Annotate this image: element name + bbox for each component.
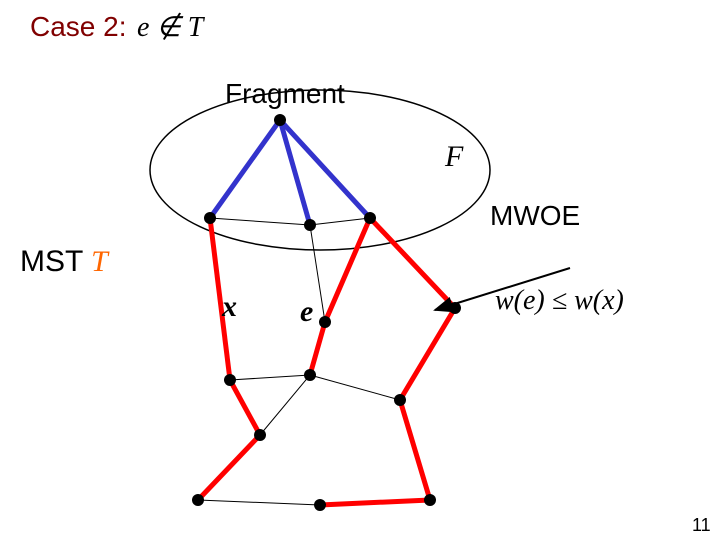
graph-node (314, 499, 326, 511)
mst-edge (320, 500, 430, 505)
graph-node (364, 212, 376, 224)
thin-edge (310, 218, 370, 225)
graph-node (192, 494, 204, 506)
fragment-edge (210, 120, 280, 218)
graph-node (424, 494, 436, 506)
fragment-ellipse (150, 90, 490, 250)
mst-edge (400, 308, 455, 400)
fragment-label: Fragment (225, 78, 345, 110)
page-number: 11 (692, 515, 711, 536)
mst-edge (230, 380, 260, 435)
graph-node (254, 429, 266, 441)
graph-node (304, 219, 316, 231)
weight-inequality: w(e) ≤ w(x) (495, 285, 624, 317)
thin-edge (310, 375, 400, 400)
e-edge-label: e (300, 295, 313, 329)
mst-T: T (91, 245, 108, 278)
graph-node (224, 374, 236, 386)
graph-node (394, 394, 406, 406)
thin-edge (260, 375, 310, 435)
case-prefix: Case 2: (30, 11, 127, 42)
case-title: Case 2: e ∉ T (30, 10, 203, 44)
case-math: e ∉ T (137, 12, 203, 43)
graph-node (274, 114, 286, 126)
mst-edge (400, 400, 430, 500)
graph-node (204, 212, 216, 224)
thin-edge (210, 218, 310, 225)
x-edge-label: x (222, 290, 237, 324)
mst-edge (310, 322, 325, 375)
mst-edge (325, 218, 370, 322)
mst-edge (370, 218, 455, 308)
graph-node (304, 369, 316, 381)
mwoe-label: MWOE (490, 200, 580, 232)
F-label: F (445, 140, 463, 174)
mst-prefix: MST (20, 245, 91, 278)
thin-edge (230, 375, 310, 380)
thin-edge (198, 500, 320, 505)
graph-node (319, 316, 331, 328)
mst-edge (198, 435, 260, 500)
mst-label: MST T (20, 245, 108, 279)
